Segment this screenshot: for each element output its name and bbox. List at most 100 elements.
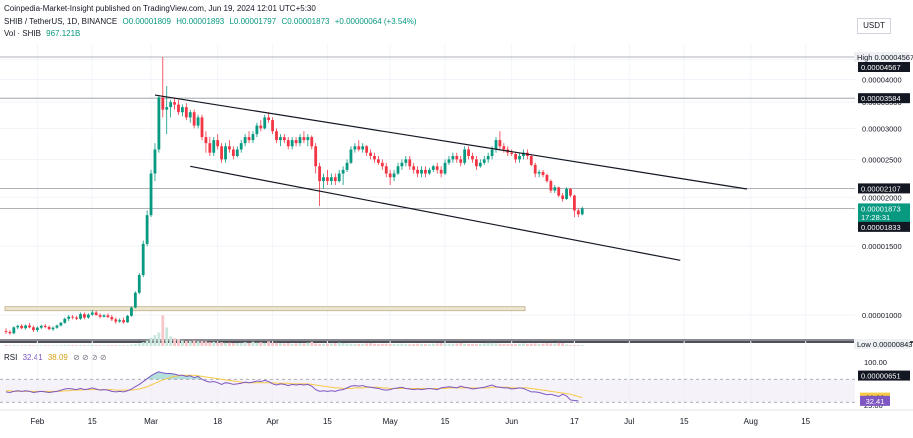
rsi-line: [5, 371, 579, 402]
volume-bar: [106, 345, 110, 346]
candle-body: [212, 140, 216, 153]
time-tick-label: 15: [88, 417, 97, 426]
volume-bars: [4, 315, 584, 346]
time-tick-label: 18: [213, 417, 222, 426]
candle-body: [322, 177, 325, 182]
candle-body: [16, 325, 20, 328]
candle-body: [228, 146, 231, 150]
price-axis[interactable]: 0.000045000.000040000.000035000.00003000…: [862, 56, 902, 411]
candle-body: [498, 140, 502, 147]
candle-body: [326, 177, 329, 182]
volume-bar: [86, 345, 90, 346]
symbol-name[interactable]: SHIB / TetherUS, 1D, BINANCE: [4, 17, 118, 26]
candle-body: [420, 169, 423, 174]
volume-bar: [122, 345, 125, 346]
candle-body: [181, 107, 184, 113]
volume-bar: [345, 343, 349, 346]
candle-body: [314, 146, 318, 167]
volume-bar: [349, 343, 353, 346]
price-tick-label: 0.00001000: [862, 311, 902, 320]
volume-bar: [357, 343, 361, 346]
candle-body: [137, 275, 141, 293]
volume-bar: [380, 343, 384, 346]
candle-body: [126, 315, 129, 323]
time-axis[interactable]: Feb 15 Mar 18 Apr 15 May 15 Jun 17 Jul 15 Aug 15: [30, 417, 810, 426]
candle-body: [279, 137, 282, 141]
volume-bar: [83, 345, 86, 346]
candle-body: [51, 327, 55, 330]
candle-body: [114, 319, 118, 322]
rsi-label[interactable]: RSI: [4, 353, 18, 362]
volume-bar: [267, 341, 271, 346]
volume-bar: [184, 340, 188, 346]
volume-bar: [522, 343, 525, 346]
candle-body: [184, 107, 188, 118]
candle-body: [522, 152, 525, 156]
candle-body: [59, 322, 63, 326]
ohlc-close: C0.00001873: [281, 17, 330, 26]
candle-body: [239, 143, 243, 150]
volume-bar: [239, 342, 243, 346]
candle-body: [502, 146, 506, 150]
volume-bar: [133, 344, 137, 346]
rsi-pane: [5, 371, 583, 402]
candle-body: [204, 137, 208, 144]
symbol-legend: SHIB / TetherUS, 1D, BINANCE O0.00001809…: [4, 17, 420, 26]
candle-body: [169, 102, 173, 108]
candle-body: [431, 166, 435, 170]
volume-bar: [279, 343, 282, 346]
price-label-box: [858, 221, 910, 232]
volume-bar: [412, 344, 416, 346]
horizontal-levels[interactable]: [0, 56, 855, 341]
trendlines[interactable]: [154, 94, 747, 261]
volume-bar: [580, 345, 584, 346]
volume-bar: [384, 343, 388, 346]
candle-body: [83, 314, 86, 318]
candles: [4, 57, 584, 335]
candle-body: [494, 140, 498, 150]
volume-bar: [145, 340, 149, 346]
volume-bar: [310, 341, 314, 346]
time-tick-label: 17: [570, 417, 579, 426]
rsi-settings-icon[interactable]: ⊘ ⊘ ⊘ ⊘: [73, 353, 107, 362]
currency-selector[interactable]: USDT: [857, 18, 891, 34]
candle-body: [259, 125, 263, 129]
volume-bar: [326, 343, 329, 346]
price-label-box: [854, 52, 910, 62]
volume-bar: [165, 327, 169, 346]
volume-bar: [404, 344, 408, 346]
volume-bar: [126, 344, 129, 346]
candle-body: [208, 143, 212, 153]
ohlc-high: H0.00001893: [176, 17, 225, 26]
candle-body: [427, 169, 431, 174]
volume-bar: [514, 344, 517, 346]
volume-bar: [286, 343, 290, 346]
candle-body: [302, 137, 306, 141]
volume-bar: [341, 343, 345, 346]
volume-bar: [8, 345, 12, 346]
volume-bar: [98, 345, 102, 346]
volume-bar: [529, 343, 533, 346]
candle-body: [306, 137, 310, 141]
volume-legend: Vol · SHIB 967.121B: [4, 29, 83, 38]
candle-body: [557, 187, 561, 196]
candle-body: [224, 146, 227, 160]
price-label-box: [858, 62, 910, 72]
time-tick-label: 15: [680, 417, 689, 426]
candle-body: [110, 317, 114, 320]
volume-bar: [490, 342, 494, 346]
volume-bar: [196, 341, 200, 346]
ohlc-open: O0.00001809: [122, 17, 171, 26]
candle-body: [373, 155, 376, 160]
candle-body: [580, 208, 584, 215]
volume-bar: [329, 343, 333, 346]
ohlc-change: +0.00000064 (+3.54%): [334, 17, 417, 26]
candle-body: [118, 320, 122, 322]
volume-label[interactable]: Vol · SHIB: [4, 29, 41, 38]
volume-bar: [388, 343, 392, 346]
time-tick-label: May: [383, 417, 398, 426]
volume-bar: [102, 345, 106, 346]
volume-bar: [282, 343, 286, 346]
candle-body: [165, 107, 169, 110]
